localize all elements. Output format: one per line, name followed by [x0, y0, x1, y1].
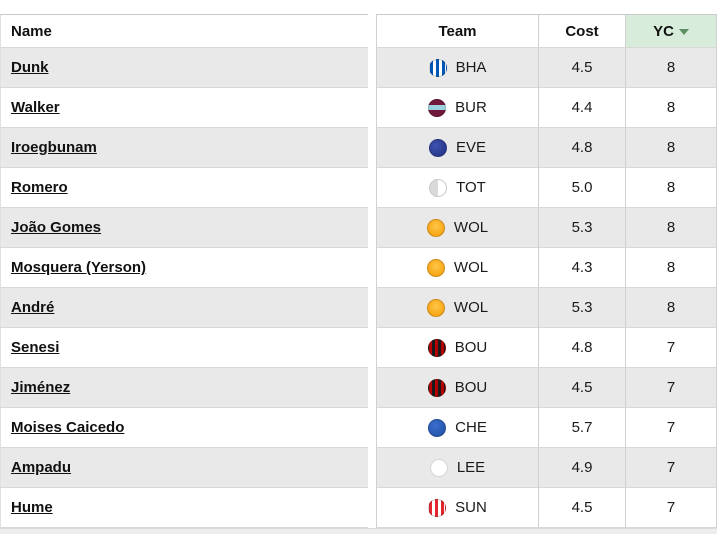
table-row: Jiménez BOU 4.5 7 — [0, 368, 717, 408]
team-badge-icon — [427, 338, 446, 357]
cost-value: 4.8 — [538, 128, 625, 168]
team-code: WOL — [453, 259, 489, 276]
cost-value: 4.3 — [538, 248, 625, 288]
table-row: João Gomes WOL 5.3 8 — [0, 208, 717, 248]
cost-value: 4.4 — [538, 88, 625, 128]
team-badge-icon — [428, 498, 447, 517]
horizontal-scrollbar[interactable] — [0, 528, 717, 534]
yc-value: 8 — [625, 48, 717, 88]
player-link[interactable]: Senesi — [11, 339, 60, 356]
yc-value: 8 — [625, 208, 717, 248]
team-code: SUN — [455, 499, 487, 516]
table-header-row: Name Team Cost YC — [0, 14, 717, 48]
team-code: BOU — [454, 339, 488, 356]
team-badge-icon — [429, 458, 448, 477]
team-badge-icon — [428, 98, 447, 117]
yc-value: 7 — [625, 368, 717, 408]
team-badge-icon — [429, 178, 448, 197]
column-gap — [368, 408, 376, 448]
cost-value: 5.3 — [538, 288, 625, 328]
column-gap — [368, 328, 376, 368]
table-row: Mosquera (Yerson) WOL 4.3 8 — [0, 248, 717, 288]
table-row: Dunk BHA 4.5 8 — [0, 48, 717, 88]
player-link[interactable]: Mosquera (Yerson) — [11, 259, 147, 276]
column-gap — [368, 248, 376, 288]
team-badge-icon — [426, 218, 445, 237]
team-code: EVE — [455, 139, 486, 156]
player-link[interactable]: André — [11, 299, 55, 316]
column-gap — [368, 88, 376, 128]
team-code: BHA — [455, 59, 487, 76]
cost-value: 4.5 — [538, 368, 625, 408]
team-code: CHE — [455, 419, 487, 436]
team-badge-icon — [428, 138, 447, 157]
player-link[interactable]: Moises Caicedo — [11, 419, 125, 436]
team-badge-icon — [426, 298, 445, 317]
column-header-team-label: Team — [438, 22, 477, 40]
cost-value: 5.3 — [538, 208, 625, 248]
yc-value: 7 — [625, 408, 717, 448]
table-row: André WOL 5.3 8 — [0, 288, 717, 328]
team-code: WOL — [453, 299, 489, 316]
column-gap — [368, 168, 376, 208]
player-link[interactable]: Romero — [11, 179, 68, 196]
player-link[interactable]: Walker — [11, 99, 60, 116]
column-header-cost-label: Cost — [565, 22, 599, 40]
yc-value: 7 — [625, 328, 717, 368]
player-link[interactable]: Jiménez — [11, 379, 71, 396]
yc-value: 7 — [625, 448, 717, 488]
table-row: Iroegbunam EVE 4.8 8 — [0, 128, 717, 168]
player-link[interactable]: João Gomes — [11, 219, 102, 236]
player-link[interactable]: Hume — [11, 499, 53, 516]
table-row: Senesi BOU 4.8 7 — [0, 328, 717, 368]
cost-value: 4.5 — [538, 48, 625, 88]
column-gap — [368, 14, 376, 48]
column-gap — [368, 128, 376, 168]
column-gap — [368, 448, 376, 488]
team-badge-icon — [427, 378, 446, 397]
cost-value: 5.0 — [538, 168, 625, 208]
column-header-name[interactable]: Name — [0, 14, 368, 48]
column-gap — [368, 48, 376, 88]
table-row: Hume SUN 4.5 7 — [0, 488, 717, 528]
yc-value: 8 — [625, 248, 717, 288]
column-header-team[interactable]: Team — [376, 14, 538, 48]
yc-value: 8 — [625, 288, 717, 328]
team-code: WOL — [453, 219, 489, 236]
column-gap — [368, 488, 376, 528]
column-header-name-label: Name — [11, 22, 52, 40]
team-code: BUR — [455, 99, 487, 116]
team-badge-icon — [428, 58, 447, 77]
column-header-yc-sorted[interactable]: YC — [625, 14, 717, 48]
cost-value: 4.9 — [538, 448, 625, 488]
cost-value: 4.5 — [538, 488, 625, 528]
table-row: Moises Caicedo CHE 5.7 7 — [0, 408, 717, 448]
column-header-yc-label: YC — [653, 22, 674, 40]
yc-value: 8 — [625, 88, 717, 128]
player-link[interactable]: Dunk — [11, 59, 49, 76]
player-link[interactable]: Iroegbunam — [11, 139, 97, 156]
column-gap — [368, 208, 376, 248]
table-row: Walker BUR 4.4 8 — [0, 88, 717, 128]
team-badge-icon — [426, 258, 445, 277]
cost-value: 4.8 — [538, 328, 625, 368]
sort-descending-caret-icon[interactable] — [678, 29, 689, 35]
yc-value: 8 — [625, 168, 717, 208]
column-gap — [368, 288, 376, 328]
cost-value: 5.7 — [538, 408, 625, 448]
column-gap — [368, 368, 376, 408]
yc-value: 7 — [625, 488, 717, 528]
team-badge-icon — [428, 418, 447, 437]
team-code: BOU — [454, 379, 488, 396]
table-row: Ampadu LEE 4.9 7 — [0, 448, 717, 488]
player-link[interactable]: Ampadu — [11, 459, 71, 476]
team-code: LEE — [456, 459, 486, 476]
team-code: TOT — [456, 179, 486, 196]
column-header-cost[interactable]: Cost — [538, 14, 625, 48]
yc-value: 8 — [625, 128, 717, 168]
table-row: Romero TOT 5.0 8 — [0, 168, 717, 208]
